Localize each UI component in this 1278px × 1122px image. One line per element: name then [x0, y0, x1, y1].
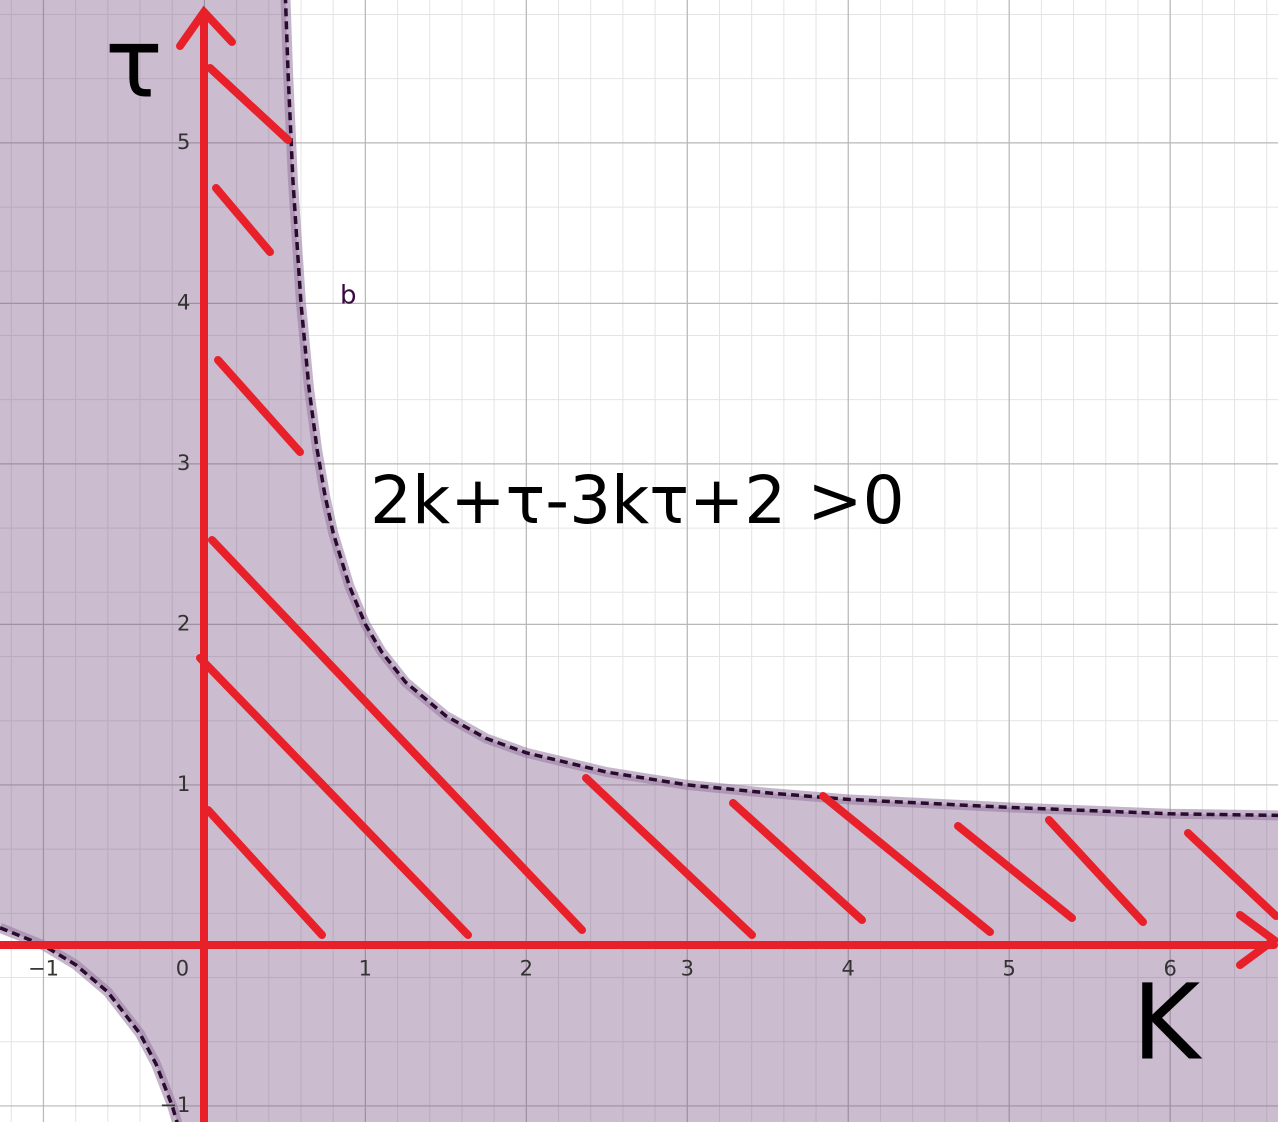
- x-tick-label: 2: [520, 956, 533, 980]
- y-tick-label: 2: [177, 611, 190, 635]
- x-tick-label: 1: [359, 956, 372, 980]
- red-arrow: [176, 5, 236, 50]
- hatch-line: [214, 356, 304, 456]
- x-tick-label: −1: [28, 956, 59, 980]
- x-tick-label: 6: [1163, 956, 1176, 980]
- x-tick-label: 3: [681, 956, 694, 980]
- y-axis-label: τ: [105, 7, 163, 119]
- tick-labels: −1 0 1 2 3 4 5 6 −1 1 2 3 4 5: [28, 130, 1177, 1117]
- hatch-line: [204, 806, 326, 939]
- y-tick-label: 5: [177, 130, 190, 154]
- hand-drawing: [0, 5, 1278, 1122]
- x-tick-label: 0: [176, 956, 189, 980]
- y-tick-label: 4: [177, 290, 190, 314]
- hatch-line: [212, 184, 274, 256]
- hatch-line: [582, 774, 756, 939]
- hatch-line: [208, 536, 586, 934]
- red-arrow: [1236, 911, 1278, 969]
- hatch-line: [1184, 829, 1278, 920]
- annotation: 2k+τ-3kτ+2 >0: [370, 462, 905, 539]
- curve-label: b: [340, 281, 357, 311]
- y-tick-label: 3: [177, 451, 190, 475]
- hatch-line: [196, 654, 472, 939]
- hatch-line: [729, 799, 866, 924]
- hatch-line: [819, 792, 994, 936]
- y-tick-label: 1: [177, 772, 190, 796]
- hatch-line: [1045, 816, 1147, 926]
- x-axis-label: K: [1132, 961, 1203, 1083]
- x-tick-label: 4: [842, 956, 855, 980]
- hatch-line: [206, 64, 292, 144]
- y-tick-label: −1: [159, 1093, 190, 1117]
- hatch-line: [954, 822, 1076, 922]
- x-tick-label: 5: [1003, 956, 1016, 980]
